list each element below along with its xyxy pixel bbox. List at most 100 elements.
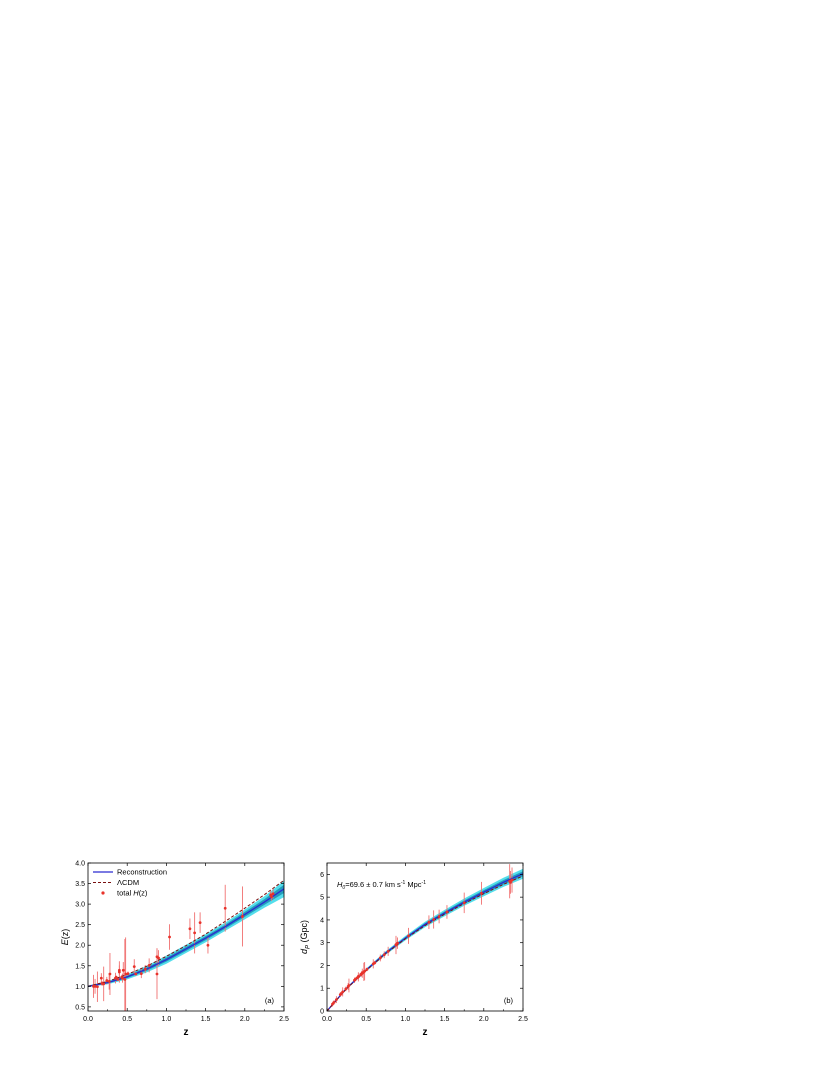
data-point: [121, 976, 124, 980]
annotation-h-symbol: H: [337, 880, 343, 889]
data-point: [206, 943, 210, 947]
data-point: [331, 1002, 334, 1006]
data-point: [198, 921, 202, 925]
data-point: [105, 979, 109, 982]
panel-a: 0.0 0.5 1.0 1.5 2.0 2.5 0.5 1.0 1.5 2.0 2.5 3.0 3.5 4…: [60, 861, 289, 1039]
x-tick-label: 0.0: [83, 1016, 93, 1023]
x-tick-label: 0.5: [122, 1016, 132, 1023]
lcdm-line: [88, 879, 284, 987]
data-point: [96, 985, 99, 989]
data-point: [132, 965, 136, 968]
x-tick-label: 2.5: [518, 1016, 528, 1023]
panel-label: (b): [504, 996, 514, 1005]
data-point: [427, 920, 431, 924]
x-tick-label: 0.5: [361, 1016, 371, 1023]
data-point: [116, 977, 120, 981]
data-point: [155, 972, 159, 976]
y-axis-label-unit: (Gpc): [299, 920, 309, 945]
reconstruction-line: [88, 888, 284, 987]
y-tick-label: 1.0: [75, 984, 85, 991]
panel-label: (a): [265, 996, 275, 1005]
data-point: [123, 977, 127, 981]
x-tick-label: 2.5: [279, 1016, 289, 1023]
data-point: [126, 972, 130, 975]
annotation-exponent-2: -1: [422, 880, 427, 886]
legend-label: ΛCDM: [117, 878, 139, 887]
x-axis-label: z: [184, 1027, 189, 1038]
legend-label-suffix: (z): [139, 889, 148, 898]
data-point: [396, 941, 399, 945]
y-tick-label: 2.0: [75, 943, 85, 950]
y-tick-label: 1.5: [75, 963, 85, 970]
y-tick-label: 4.0: [75, 861, 85, 868]
hubble-constant-annotation: H0=69.6 ± 0.7 km s-1 Mpc-1: [337, 880, 426, 891]
data-point: [188, 927, 192, 931]
data-point: [382, 953, 386, 957]
data-point: [139, 972, 143, 975]
x-tick-label: 2.0: [479, 1016, 489, 1023]
data-point: [339, 992, 343, 996]
annotation-value: =69.6 ± 0.7 km s: [345, 880, 401, 889]
x-axis-label: z: [423, 1027, 428, 1038]
band-1sigma: [327, 871, 523, 1011]
data-point: [407, 934, 410, 938]
x-tick-label: 1.5: [440, 1016, 450, 1023]
data-point: [147, 963, 151, 967]
data-point: [271, 892, 275, 896]
x-tick-label: 1.0: [162, 1016, 172, 1023]
annotation-h-subscript: 0: [342, 885, 345, 891]
legend-label: Reconstruction: [117, 868, 167, 877]
legend-label-italic: H: [133, 889, 139, 898]
data-point: [347, 984, 351, 987]
plot-area: [88, 879, 284, 1011]
y-tick-label: 2.5: [75, 922, 85, 929]
data-point: [143, 967, 147, 971]
y-tick-label: 1: [320, 986, 324, 993]
y-tick-label: 3.5: [75, 881, 85, 888]
x-tick-label: 2.0: [240, 1016, 250, 1023]
y-axis-label: E(z): [60, 929, 70, 946]
data-point: [168, 935, 171, 939]
data-point: [356, 974, 360, 978]
legend-label: total H(z): [117, 889, 148, 898]
data-point: [373, 961, 377, 965]
data-point: [432, 918, 436, 921]
data-point: [332, 1000, 336, 1004]
reconstruction-line: [327, 873, 523, 1011]
lcdm-line: [327, 875, 523, 1011]
data-point: [341, 990, 345, 994]
data-point: [117, 968, 121, 972]
data-point: [386, 949, 390, 953]
y-tick-label: 5: [320, 895, 324, 902]
data-point: [363, 969, 367, 973]
data-point: [108, 972, 112, 976]
annotation-exponent-1: -1: [401, 880, 406, 886]
data-point: [344, 987, 348, 991]
data-point: [114, 975, 118, 979]
y-axis-label-rest: (z): [60, 929, 70, 940]
data-point: [509, 880, 512, 884]
data-point: [462, 901, 466, 905]
data-point: [157, 956, 160, 960]
data-point: [270, 895, 273, 899]
data-point: [99, 976, 103, 980]
data-point: [102, 982, 106, 986]
data-point: [437, 915, 441, 918]
x-tick-label: 0.0: [322, 1016, 332, 1023]
data-point: [365, 967, 369, 971]
data-point: [445, 910, 449, 914]
y-axis-label: dP (Gpc): [299, 920, 312, 954]
data-point: [223, 906, 227, 910]
data-point: [107, 980, 111, 983]
y-tick-label: 6: [320, 872, 324, 879]
annotation-unit: Mpc: [405, 880, 422, 889]
y-axis-label-subscript: P: [306, 945, 312, 949]
y-tick-label: 4: [320, 917, 324, 924]
y-tick-label: 2: [320, 963, 324, 970]
y-axis-label-symbol: E: [60, 938, 70, 945]
data-point: [134, 972, 138, 976]
x-tick-label: 1.5: [201, 1016, 211, 1023]
data-point: [124, 972, 128, 976]
